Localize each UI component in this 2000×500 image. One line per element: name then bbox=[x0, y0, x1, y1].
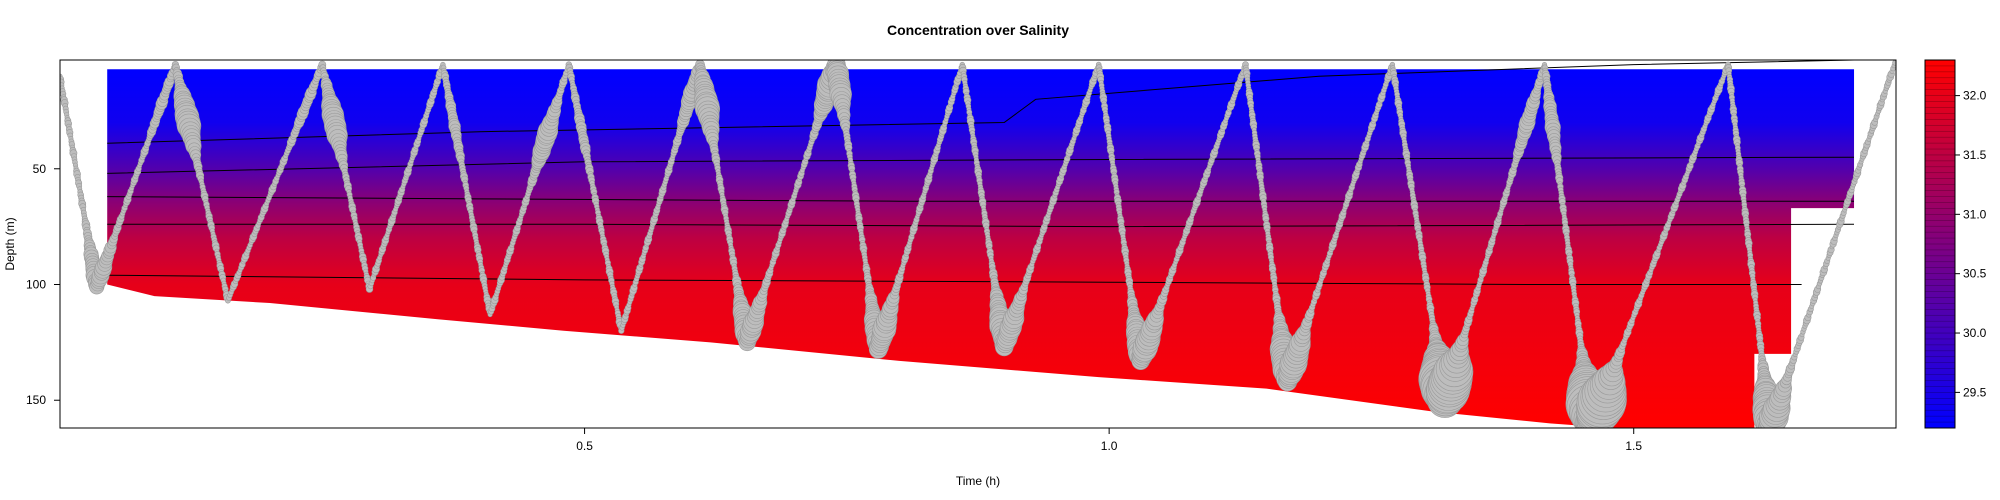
x-axis-label: Time (h) bbox=[956, 474, 1000, 488]
colorbar-ticks: 29.5 30.0 30.5 31.0 31.5 32.0 bbox=[1955, 89, 1987, 399]
track-markers bbox=[60, 60, 1896, 428]
colorbar-frame bbox=[1924, 59, 1956, 429]
y-tick-label: 50 bbox=[33, 162, 47, 176]
isoline-5 bbox=[107, 274, 1802, 285]
colorbar-tick-label: 30.5 bbox=[1963, 267, 1987, 281]
plot-frame bbox=[59, 59, 1897, 429]
y-tick-label: 100 bbox=[26, 278, 46, 292]
track-marker bbox=[1892, 60, 1896, 66]
x-tick-label: 1.5 bbox=[1625, 439, 1642, 453]
colorbar-tick-label: 32.0 bbox=[1963, 89, 1987, 103]
x-axis: 0.5 1.0 1.5 bbox=[576, 428, 1642, 453]
x-tick-label: 0.5 bbox=[576, 439, 593, 453]
y-axis: 50 100 150 bbox=[26, 162, 60, 407]
isoline-1 bbox=[107, 60, 1855, 144]
isoline-4 bbox=[107, 223, 1855, 228]
y-tick-label: 150 bbox=[26, 393, 46, 407]
colorbar-tick-label: 30.0 bbox=[1963, 326, 1987, 340]
isoline-3 bbox=[107, 196, 1854, 202]
x-tick-label: 1.0 bbox=[1101, 439, 1118, 453]
y-axis-label: Depth (m) bbox=[3, 217, 17, 270]
colorbar-tick-label: 31.0 bbox=[1963, 207, 1987, 221]
colorbar-tick-label: 29.5 bbox=[1963, 385, 1987, 399]
colorbar-tick-label: 31.5 bbox=[1963, 148, 1987, 162]
colorbar: 29.5 30.0 30.5 31.0 31.5 32.0 bbox=[1924, 59, 1987, 429]
colorbar-lines bbox=[1925, 59, 1955, 429]
chart-title: Concentration over Salinity bbox=[887, 22, 1069, 38]
plot-area bbox=[60, 60, 1896, 428]
